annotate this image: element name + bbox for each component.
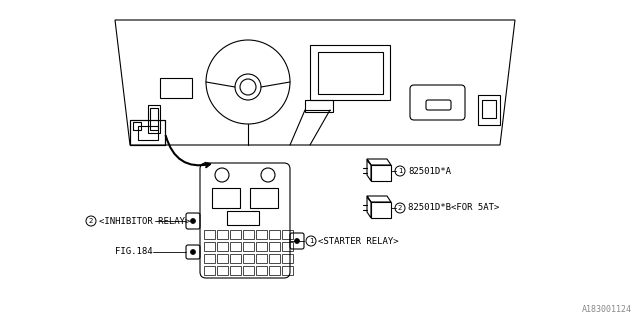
Bar: [269, 254, 280, 263]
Bar: [204, 230, 215, 239]
Bar: [204, 254, 215, 263]
Bar: [217, 266, 228, 275]
Circle shape: [191, 250, 195, 254]
Bar: [250, 188, 278, 208]
Bar: [282, 230, 293, 239]
Bar: [204, 242, 215, 251]
Bar: [305, 100, 333, 112]
Bar: [212, 188, 240, 208]
FancyArrowPatch shape: [166, 136, 210, 167]
Text: 1: 1: [397, 168, 403, 174]
Bar: [130, 120, 165, 145]
Bar: [243, 242, 254, 251]
Bar: [282, 254, 293, 263]
Text: 82501D*A: 82501D*A: [408, 166, 451, 175]
Bar: [310, 45, 390, 100]
Circle shape: [294, 238, 300, 244]
Bar: [318, 52, 383, 94]
Text: 2: 2: [398, 205, 402, 211]
Bar: [269, 230, 280, 239]
Bar: [243, 254, 254, 263]
Bar: [269, 242, 280, 251]
Bar: [256, 254, 267, 263]
Bar: [133, 122, 141, 130]
Bar: [371, 165, 391, 181]
Bar: [256, 266, 267, 275]
Bar: [256, 242, 267, 251]
Circle shape: [191, 219, 195, 223]
Bar: [148, 105, 160, 133]
Bar: [204, 266, 215, 275]
Text: FIG.184: FIG.184: [115, 247, 153, 257]
Bar: [243, 230, 254, 239]
Text: <STARTER RELAY>: <STARTER RELAY>: [318, 236, 399, 245]
Bar: [282, 242, 293, 251]
Bar: [243, 266, 254, 275]
Bar: [217, 242, 228, 251]
Bar: [482, 100, 496, 118]
Text: A183001124: A183001124: [582, 305, 632, 314]
Bar: [227, 211, 259, 225]
Bar: [138, 126, 158, 140]
Bar: [371, 202, 391, 218]
Bar: [282, 266, 293, 275]
Bar: [230, 254, 241, 263]
Bar: [269, 266, 280, 275]
Text: 1: 1: [308, 238, 313, 244]
Text: 82501D*B<FOR 5AT>: 82501D*B<FOR 5AT>: [408, 204, 499, 212]
Bar: [478, 95, 500, 125]
Bar: [217, 230, 228, 239]
Text: <INHIBITOR RELAY>: <INHIBITOR RELAY>: [99, 217, 190, 226]
Bar: [230, 242, 241, 251]
Bar: [160, 78, 192, 98]
Bar: [230, 266, 241, 275]
Bar: [150, 108, 158, 130]
Text: 2: 2: [89, 218, 93, 224]
Bar: [256, 230, 267, 239]
Bar: [217, 254, 228, 263]
Bar: [130, 120, 165, 145]
Bar: [230, 230, 241, 239]
